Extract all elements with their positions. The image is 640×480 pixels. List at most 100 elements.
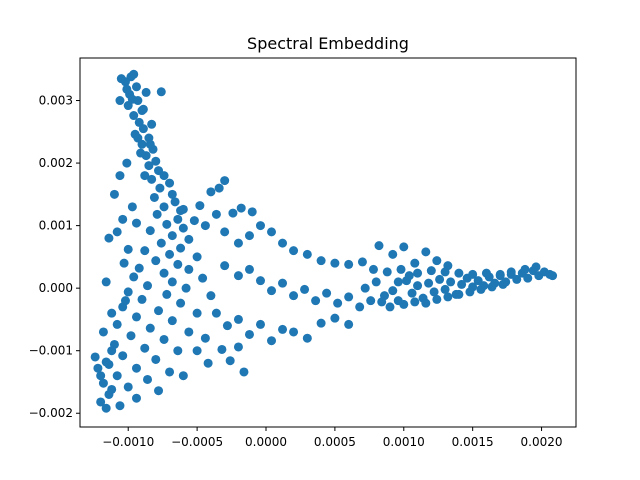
data-point: [357, 257, 367, 267]
data-point: [107, 384, 117, 394]
data-point: [134, 263, 144, 273]
data-point: [255, 319, 265, 329]
data-point: [233, 271, 243, 281]
data-point: [170, 197, 180, 207]
data-point: [481, 268, 491, 278]
data-point: [432, 294, 442, 304]
x-tick-label: −0.0005: [171, 435, 223, 449]
chart-title: Spectral Embedding: [247, 34, 409, 53]
data-point: [138, 124, 148, 134]
data-point: [138, 104, 148, 114]
data-point: [143, 281, 153, 291]
data-point: [233, 238, 243, 248]
data-point: [233, 314, 243, 324]
data-point: [487, 282, 497, 292]
data-point: [162, 219, 172, 229]
data-point: [176, 243, 186, 253]
data-point: [140, 343, 150, 353]
data-point: [156, 238, 166, 248]
y-tick-label: 0.000: [39, 281, 73, 295]
data-point: [220, 261, 230, 271]
data-point: [495, 269, 505, 279]
x-tick-label: 0.0020: [521, 435, 563, 449]
data-point: [112, 319, 122, 329]
data-point: [137, 294, 147, 304]
data-point: [344, 292, 354, 302]
data-point: [156, 87, 166, 97]
data-point: [131, 393, 141, 403]
data-point: [330, 258, 340, 268]
x-tick-label: 0.0010: [383, 435, 425, 449]
data-point: [211, 308, 221, 318]
data-point: [440, 284, 450, 294]
data-point: [149, 192, 159, 202]
data-point: [167, 316, 177, 326]
data-point: [192, 346, 202, 356]
data-point: [255, 276, 265, 286]
data-point: [206, 187, 216, 197]
data-point: [206, 291, 216, 301]
data-point: [131, 82, 141, 92]
data-point: [344, 259, 354, 269]
data-point: [247, 207, 257, 217]
data-point: [368, 264, 378, 274]
data-point: [333, 298, 343, 308]
data-point: [127, 94, 137, 104]
data-point: [454, 289, 464, 299]
data-point: [236, 203, 246, 213]
data-point: [267, 336, 277, 346]
data-point: [239, 367, 249, 377]
data-point: [371, 277, 381, 287]
data-point: [465, 287, 475, 297]
data-point: [101, 357, 111, 367]
data-point: [140, 171, 150, 181]
data-point: [426, 266, 436, 276]
data-point: [129, 111, 139, 121]
data-point: [107, 308, 117, 318]
data-point: [178, 204, 188, 214]
data-point: [374, 241, 384, 251]
data-point: [302, 249, 312, 259]
data-point: [382, 267, 392, 277]
data-point: [147, 174, 157, 184]
data-point: [454, 268, 464, 278]
data-point: [512, 274, 522, 284]
data-point: [399, 242, 409, 252]
data-point: [165, 249, 175, 259]
data-point: [217, 344, 227, 354]
data-point: [167, 189, 177, 199]
data-point: [90, 352, 100, 362]
data-point: [410, 297, 420, 307]
data-point: [316, 318, 326, 328]
data-point: [278, 278, 288, 288]
data-point: [228, 208, 238, 218]
data-point: [126, 331, 136, 341]
data-point: [133, 133, 143, 143]
data-point: [476, 284, 486, 294]
data-point: [122, 84, 132, 94]
data-point: [144, 161, 154, 171]
data-point: [173, 214, 183, 224]
data-point: [322, 288, 332, 298]
data-point: [278, 324, 288, 334]
data-point: [413, 268, 423, 278]
data-point: [446, 277, 456, 287]
data-point: [151, 256, 161, 266]
data-point: [255, 221, 265, 231]
data-point: [176, 298, 186, 308]
data-point: [440, 267, 450, 277]
data-point: [127, 202, 137, 212]
data-point: [101, 403, 111, 413]
data-point: [520, 264, 530, 274]
data-point: [214, 183, 224, 193]
data-point: [404, 271, 414, 281]
data-point: [421, 298, 431, 308]
data-point: [200, 221, 210, 231]
data-point: [195, 201, 205, 211]
x-tick-label: 0.0000: [245, 435, 287, 449]
data-point: [123, 382, 133, 392]
data-point: [244, 264, 254, 274]
data-point: [302, 333, 312, 343]
data-point: [145, 139, 155, 149]
